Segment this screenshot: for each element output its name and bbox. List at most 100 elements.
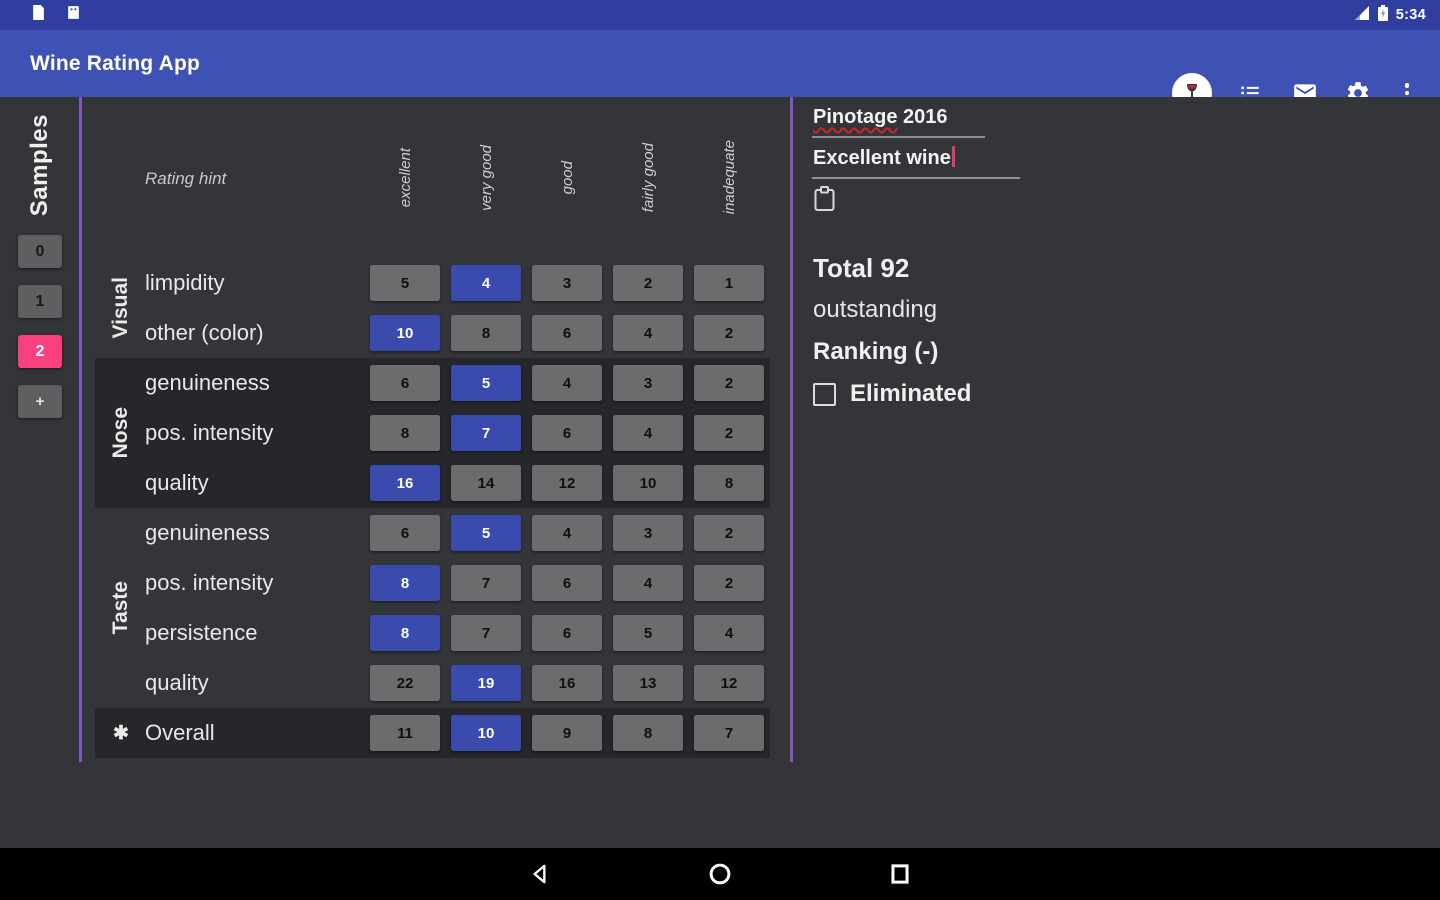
- android-nav-bar: [0, 848, 1440, 900]
- rating-button[interactable]: 12: [532, 465, 602, 501]
- rating-button[interactable]: 8: [613, 715, 683, 751]
- rating-button[interactable]: 7: [451, 615, 521, 651]
- sample-tab-2[interactable]: 2: [18, 335, 62, 368]
- add-sample-button[interactable]: +: [18, 385, 62, 418]
- rating-button[interactable]: 13: [613, 665, 683, 701]
- rating-button[interactable]: 4: [532, 515, 602, 551]
- row-label: quality: [145, 670, 209, 695]
- rating-button[interactable]: 7: [694, 715, 764, 751]
- rating-button[interactable]: 12: [694, 665, 764, 701]
- rating-button[interactable]: 8: [451, 315, 521, 351]
- row-label: limpidity: [145, 270, 225, 295]
- rating-button[interactable]: 7: [451, 565, 521, 601]
- rating-button[interactable]: 6: [532, 565, 602, 601]
- table-row: other (color) 10 8 6 4 2: [95, 308, 770, 358]
- rating-button[interactable]: 4: [613, 315, 683, 351]
- rating-button[interactable]: 6: [532, 615, 602, 651]
- row-label: genuineness: [145, 370, 270, 395]
- rating-button[interactable]: 2: [694, 565, 764, 601]
- column-header: inadequate: [720, 140, 738, 215]
- rating-button[interactable]: 7: [451, 415, 521, 451]
- row-label: pos. intensity: [145, 420, 274, 445]
- rating-button[interactable]: 5: [451, 515, 521, 551]
- rating-button[interactable]: 22: [370, 665, 440, 701]
- eliminated-row: Eliminated: [813, 380, 971, 408]
- rating-button[interactable]: 1: [694, 265, 764, 301]
- rating-button[interactable]: 4: [613, 565, 683, 601]
- wine-name-field[interactable]: Pinotage 2016: [812, 104, 985, 138]
- sample-tab-1[interactable]: 1: [18, 285, 62, 318]
- total-value: 92: [880, 253, 910, 283]
- rating-button[interactable]: 10: [451, 715, 521, 751]
- main-content: Samples 0 1 2 + Rating hint excellent ve…: [0, 97, 1440, 848]
- group-nose: Nose genuineness 6 5 4 3 2 pos. intensit…: [95, 358, 770, 508]
- rating-button[interactable]: 6: [532, 415, 602, 451]
- home-icon[interactable]: [707, 861, 733, 887]
- rating-button[interactable]: 10: [370, 315, 440, 351]
- recents-icon[interactable]: [887, 861, 913, 887]
- rating-button[interactable]: 8: [694, 465, 764, 501]
- row-label: persistence: [145, 620, 258, 645]
- rating-button[interactable]: 2: [694, 315, 764, 351]
- list-icon[interactable]: [1237, 80, 1263, 106]
- rating-button[interactable]: 2: [694, 515, 764, 551]
- rating-button[interactable]: 5: [370, 265, 440, 301]
- rating-button[interactable]: 6: [532, 315, 602, 351]
- clipboard-icon[interactable]: [813, 185, 836, 218]
- table-row: quality 22 19 16 13 12: [95, 658, 770, 708]
- rating-button[interactable]: 5: [613, 615, 683, 651]
- table-row: limpidity 5 4 3 2 1: [95, 258, 770, 308]
- rating-button[interactable]: 4: [532, 365, 602, 401]
- rating-button[interactable]: 5: [451, 365, 521, 401]
- overall-star-icon: ✱: [113, 722, 129, 744]
- rating-hint-label: Rating hint: [145, 169, 227, 188]
- group-taste: Taste genuineness 6 5 4 3 2 pos. intensi…: [95, 508, 770, 708]
- rating-button[interactable]: 2: [694, 365, 764, 401]
- rating-button[interactable]: 16: [370, 465, 440, 501]
- grade-text: outstanding: [813, 296, 938, 323]
- table-row: Overall 11 10 9 8 7: [95, 708, 770, 758]
- right-divider: [790, 97, 793, 762]
- rating-button[interactable]: 8: [370, 565, 440, 601]
- group-visual: Visual limpidity 5 4 3 2 1 other (color)…: [95, 258, 770, 358]
- row-label: pos. intensity: [145, 570, 274, 595]
- rating-button[interactable]: 4: [451, 265, 521, 301]
- rating-button[interactable]: 2: [613, 265, 683, 301]
- signal-icon: [1354, 5, 1370, 26]
- notification-file-icon: [32, 5, 45, 25]
- rating-button[interactable]: 3: [613, 515, 683, 551]
- table-row: genuineness 6 5 4 3 2: [95, 508, 770, 558]
- rating-button[interactable]: 4: [613, 415, 683, 451]
- rating-button[interactable]: 4: [694, 615, 764, 651]
- rating-button[interactable]: 14: [451, 465, 521, 501]
- row-label: other (color): [145, 320, 264, 345]
- eliminated-label: Eliminated: [850, 380, 972, 407]
- samples-heading: Samples: [26, 113, 53, 217]
- column-header: good: [558, 160, 576, 195]
- table-row: genuineness 6 5 4 3 2: [95, 358, 770, 408]
- rating-button[interactable]: 16: [532, 665, 602, 701]
- table-row: persistence 8 7 6 5 4: [95, 608, 770, 658]
- rating-button[interactable]: 19: [451, 665, 521, 701]
- rating-button[interactable]: 6: [370, 365, 440, 401]
- rating-button[interactable]: 3: [613, 365, 683, 401]
- eliminated-checkbox[interactable]: [813, 382, 836, 406]
- sample-tab-0[interactable]: 0: [18, 235, 62, 268]
- wine-note-field[interactable]: Excellent wine: [812, 144, 1020, 179]
- back-icon[interactable]: [527, 861, 553, 887]
- rating-button[interactable]: 6: [370, 515, 440, 551]
- rating-button[interactable]: 11: [370, 715, 440, 751]
- column-header: fairly good: [639, 142, 657, 213]
- column-header: excellent: [396, 147, 414, 208]
- battery-icon: [1377, 4, 1388, 26]
- rating-button[interactable]: 8: [370, 615, 440, 651]
- rating-button[interactable]: 8: [370, 415, 440, 451]
- wine-name-text: Pinotage: [813, 106, 898, 128]
- rating-button[interactable]: 2: [694, 415, 764, 451]
- notification-app-icon: [67, 5, 80, 25]
- rating-button[interactable]: 3: [532, 265, 602, 301]
- rating-button[interactable]: 9: [532, 715, 602, 751]
- table-row: pos. intensity 8 7 6 4 2: [95, 408, 770, 458]
- rating-button[interactable]: 10: [613, 465, 683, 501]
